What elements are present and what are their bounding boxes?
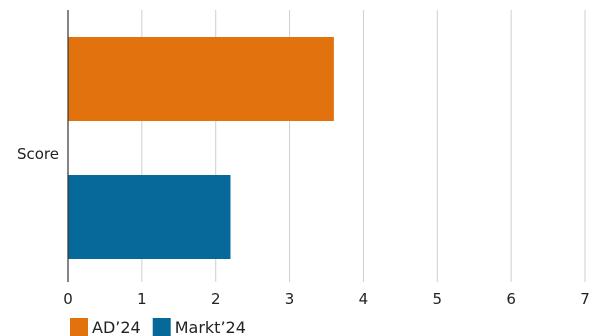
category-label: Score — [17, 145, 59, 163]
x-tick-label: 3 — [285, 290, 295, 308]
bar — [68, 175, 231, 259]
x-tick-label: 6 — [506, 290, 516, 308]
legend-swatch — [152, 318, 171, 336]
x-tick-label: 0 — [63, 290, 73, 308]
legend: AD’24 Markt’24 — [70, 318, 246, 336]
x-tick-label: 4 — [359, 290, 369, 308]
x-tick-label: 2 — [211, 290, 221, 308]
legend-label: AD’24 — [92, 318, 141, 336]
x-tick-label: 7 — [580, 290, 590, 308]
bars — [68, 37, 334, 259]
category-labels: Score — [17, 145, 59, 163]
bar — [68, 37, 334, 121]
x-tick-label: 5 — [433, 290, 443, 308]
legend-swatch — [70, 318, 88, 336]
x-tick-labels: 0 1 2 3 4 5 6 7 — [63, 290, 590, 308]
x-tick-label: 1 — [137, 290, 147, 308]
legend-label: Markt’24 — [175, 318, 246, 336]
